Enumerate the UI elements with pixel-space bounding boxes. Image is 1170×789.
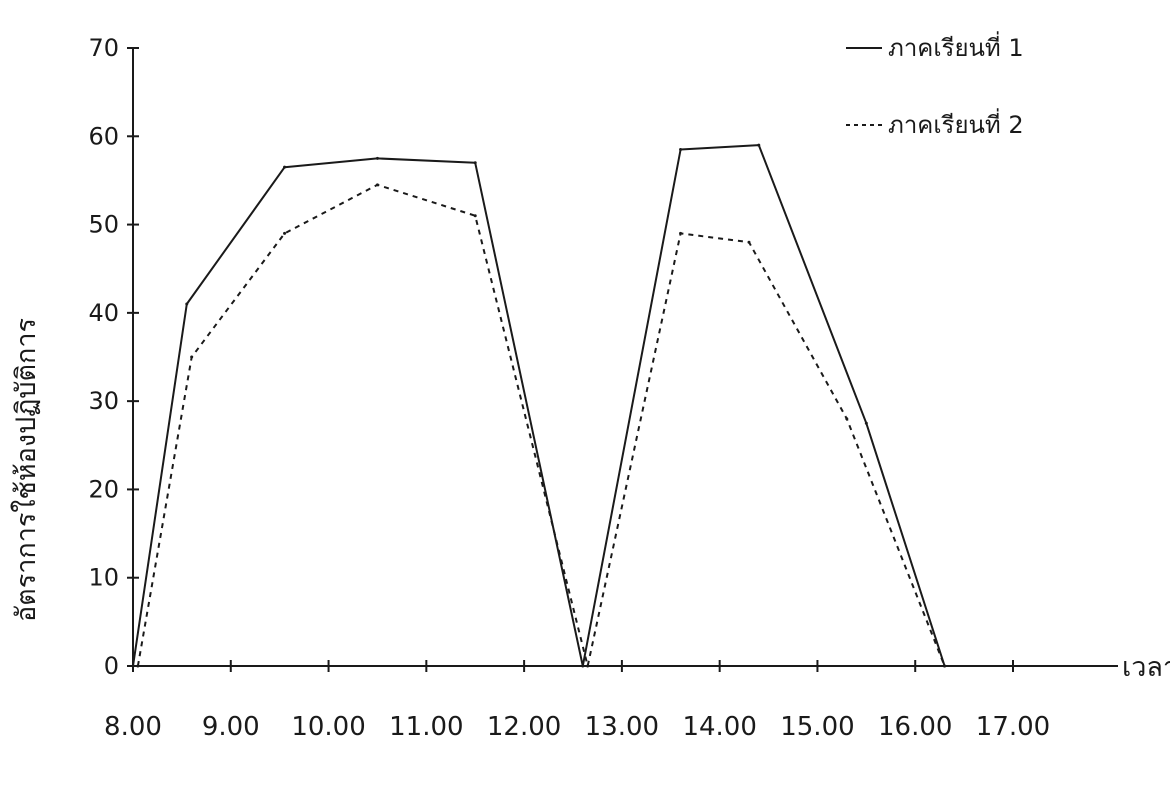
- series-1-point: [283, 165, 287, 169]
- y-tick-label: 30: [88, 387, 119, 415]
- series-1-point: [375, 156, 379, 160]
- series-1-point: [757, 143, 761, 147]
- y-tick-label: 10: [88, 564, 119, 592]
- series-layer: [131, 143, 947, 668]
- y-tick-label: 70: [88, 34, 119, 62]
- x-tick-label: 8.00: [104, 712, 162, 742]
- y-axis-title: อัตราการใช้ห้องปฏิบัติการ: [10, 318, 42, 622]
- series-2-point: [586, 664, 590, 668]
- axes: [132, 48, 1118, 667]
- series-1-point: [131, 664, 135, 668]
- x-ticks: 8.00 9.00 10.00 11.00 12.00 13.00 14.00 15.00 16…: [104, 660, 1050, 742]
- series-2-point: [943, 664, 947, 668]
- series-2-point: [136, 664, 140, 668]
- x-tick-label: 13.00: [585, 712, 659, 742]
- x-axis-title: เวลา: [1122, 652, 1170, 683]
- y-tick-label: 40: [88, 299, 119, 327]
- legend-label-series-2: ภาคเรียนที่ 2: [888, 108, 1024, 139]
- x-tick-label: 11.00: [389, 712, 463, 742]
- series-2-point: [283, 231, 287, 235]
- series-1-point: [185, 302, 189, 306]
- series-2-point: [747, 240, 751, 244]
- x-tick-label: 14.00: [682, 712, 756, 742]
- series-line-1: [132, 144, 946, 667]
- series-1-point: [581, 664, 585, 668]
- series-1-point: [679, 148, 683, 152]
- series-line-2: [136, 183, 946, 667]
- x-tick-label: 16.00: [878, 712, 952, 742]
- y-tick-label: 20: [88, 475, 119, 503]
- x-tick-label: 10.00: [291, 712, 365, 742]
- series-2-point: [375, 183, 379, 187]
- x-tick-label: 15.00: [780, 712, 854, 742]
- y-tick-label: 50: [88, 211, 119, 239]
- legend: ภาคเรียนที่ 1 ภาคเรียนที่ 2: [846, 31, 1024, 139]
- series-2-point: [473, 214, 477, 218]
- series-1-point: [473, 161, 477, 165]
- y-tick-label: 0: [104, 652, 119, 680]
- series-2-point: [679, 231, 683, 235]
- y-tick-label: 60: [88, 122, 119, 150]
- legend-label-series-1: ภาคเรียนที่ 1: [888, 31, 1024, 62]
- series-2-point: [845, 417, 849, 421]
- series-2-point: [190, 355, 194, 359]
- x-tick-label: 9.00: [202, 712, 260, 742]
- x-tick-label: 17.00: [976, 712, 1050, 742]
- x-tick-label: 12.00: [487, 712, 561, 742]
- y-ticks: 0 10 20 30 40 50 60 70: [88, 34, 139, 680]
- series-1-point: [864, 421, 868, 425]
